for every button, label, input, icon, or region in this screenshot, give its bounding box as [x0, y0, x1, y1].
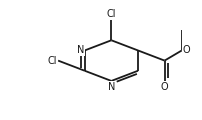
Text: Cl: Cl [48, 56, 57, 66]
Text: Cl: Cl [107, 9, 116, 19]
Text: N: N [77, 45, 84, 55]
Text: O: O [183, 45, 190, 55]
Text: O: O [161, 82, 168, 92]
Text: N: N [108, 82, 115, 92]
